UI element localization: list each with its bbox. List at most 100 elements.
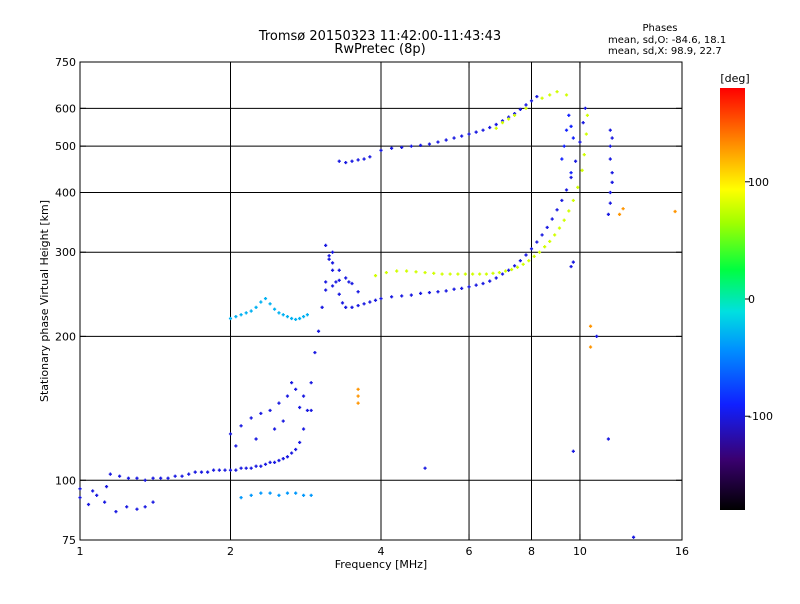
y-tick-label: 300 (55, 246, 76, 259)
data-point (484, 272, 489, 276)
data-point (368, 300, 372, 304)
data-point (478, 272, 482, 276)
data-point (166, 476, 170, 480)
data-point (588, 324, 593, 328)
colorbar-tick-label: -100 (748, 410, 773, 423)
data-point (548, 93, 552, 97)
data-point (277, 493, 281, 497)
data-points (78, 90, 677, 539)
data-point (301, 427, 306, 431)
colorbar-tick-label: 0 (748, 293, 755, 306)
data-point (553, 233, 557, 237)
data-point (524, 106, 528, 110)
data-point (344, 305, 348, 309)
data-point (548, 239, 552, 244)
data-point (567, 209, 571, 213)
data-point (423, 270, 427, 275)
data-point (608, 144, 612, 148)
data-point (135, 507, 139, 511)
data-point (631, 535, 636, 539)
data-point (268, 302, 272, 306)
data-point (494, 126, 498, 130)
data-point (344, 276, 348, 280)
chart-subtitle: RwPretec (8p) (334, 42, 425, 57)
data-point (571, 136, 575, 140)
data-point (294, 317, 298, 322)
data-point (409, 144, 413, 148)
data-point (452, 287, 456, 291)
data-point (581, 121, 585, 125)
data-point (298, 440, 302, 445)
data-point (488, 125, 492, 130)
x-axis-label: Frequency [MHz] (335, 558, 427, 571)
data-point (617, 212, 622, 216)
data-point (285, 455, 290, 459)
data-point (337, 278, 341, 282)
data-point (560, 157, 564, 161)
data-point (481, 281, 485, 286)
data-point (187, 472, 191, 476)
data-point (104, 485, 109, 489)
x-tick-label: 16 (675, 545, 689, 558)
data-point (414, 270, 418, 274)
data-point (330, 250, 335, 254)
data-point (521, 262, 525, 266)
data-point (608, 190, 612, 195)
data-point (532, 254, 536, 259)
data-point (423, 466, 427, 470)
data-point (562, 218, 566, 222)
data-point (173, 474, 177, 478)
data-point (524, 103, 528, 107)
data-point (503, 269, 508, 273)
data-point (569, 264, 573, 269)
data-point (234, 444, 238, 448)
data-point (305, 313, 309, 317)
y-tick-label: 200 (55, 330, 76, 343)
data-point (290, 316, 294, 321)
data-point (263, 462, 268, 466)
data-point (249, 416, 253, 420)
data-point (180, 474, 184, 478)
phases-mean-x: mean, sd,X: 98.9, 22.7 (608, 46, 722, 57)
plot-area: 1 2 4 6 8 10 16 75 100 200 300 400 500 600 750 (55, 56, 689, 558)
data-point (254, 464, 258, 468)
data-point (491, 271, 495, 275)
data-point (281, 419, 285, 423)
data-point (595, 334, 599, 338)
data-point (356, 290, 360, 294)
y-tick-label: 75 (62, 534, 76, 547)
data-point (368, 155, 372, 159)
chart-title: Tromsø 20150323 11:42:00-11:43:43 (258, 29, 501, 44)
data-point (564, 188, 569, 192)
data-point (151, 500, 155, 504)
data-point (334, 280, 338, 284)
data-point (540, 96, 544, 100)
data-point (327, 257, 331, 261)
data-point (206, 470, 210, 474)
data-point (259, 491, 263, 495)
data-point (294, 387, 298, 391)
data-point (290, 451, 294, 455)
data-point (463, 272, 467, 276)
data-point (228, 432, 233, 436)
data-point (569, 124, 573, 128)
data-point (309, 493, 313, 497)
data-point (564, 128, 569, 132)
data-point (404, 269, 409, 273)
data-point (228, 468, 233, 472)
data-point (301, 493, 306, 497)
data-point (564, 93, 569, 97)
data-point (389, 146, 394, 150)
data-point (135, 476, 139, 480)
data-point (143, 478, 147, 482)
data-point (529, 247, 534, 251)
data-point (272, 427, 277, 431)
data-point (324, 288, 328, 292)
data-point (494, 276, 498, 280)
data-point (467, 285, 471, 289)
data-point (608, 157, 612, 161)
data-point (571, 449, 575, 453)
data-point (305, 408, 309, 413)
data-point (580, 168, 584, 172)
data-point (621, 207, 625, 211)
